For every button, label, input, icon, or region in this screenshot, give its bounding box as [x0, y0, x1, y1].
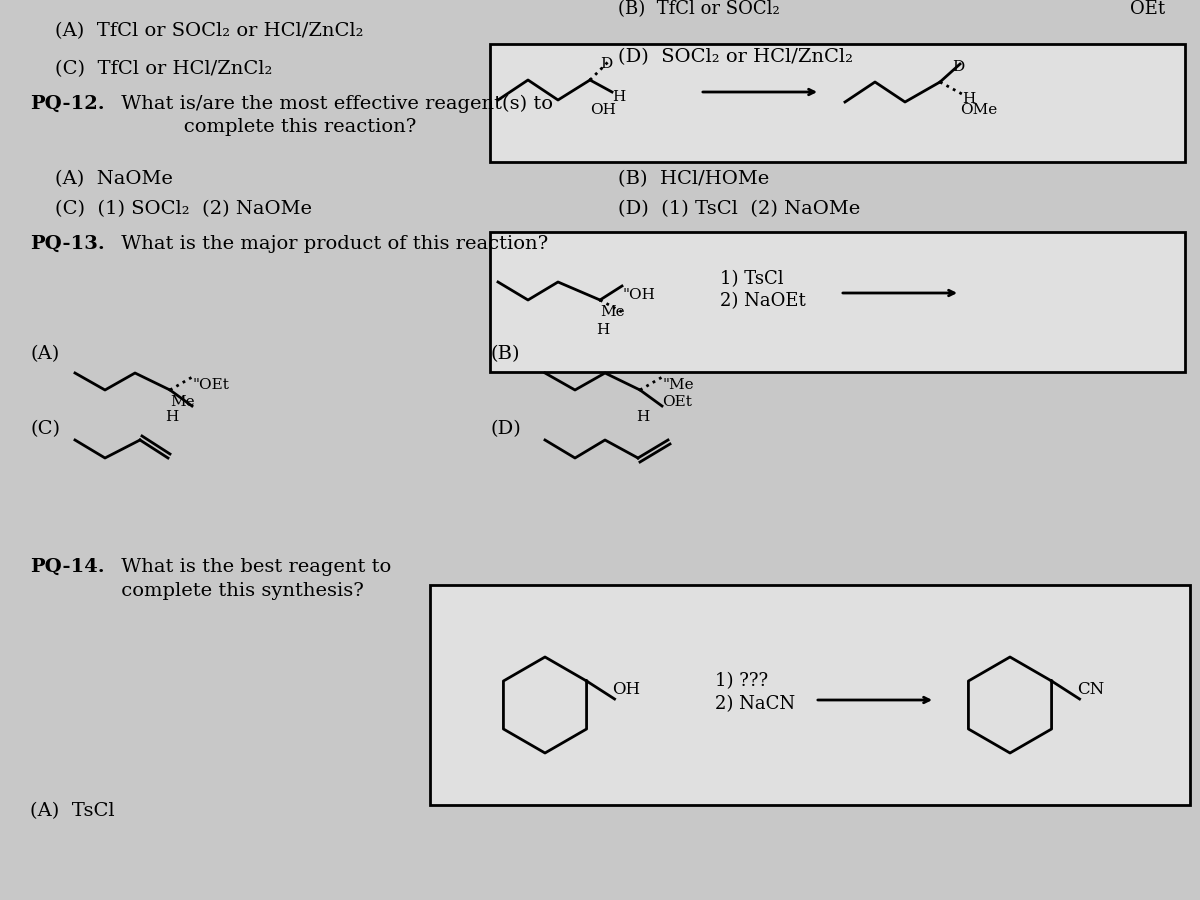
Text: (B)  HCl/HOMe: (B) HCl/HOMe — [618, 170, 769, 188]
Text: D: D — [600, 57, 612, 71]
Text: (D): (D) — [490, 420, 521, 438]
Text: H: H — [962, 92, 976, 106]
Text: What is/are the most effective reagent(s) to: What is/are the most effective reagent(s… — [115, 95, 553, 113]
Text: 2) NaCN: 2) NaCN — [715, 695, 796, 713]
Text: What is the major product of this reaction?: What is the major product of this reacti… — [115, 235, 548, 253]
Text: complete this reaction?: complete this reaction? — [115, 118, 416, 136]
Bar — [490, 44, 1186, 162]
Text: H: H — [166, 410, 179, 424]
Text: Me: Me — [170, 395, 194, 409]
Text: (B)  TfCl or SOCl₂: (B) TfCl or SOCl₂ — [618, 0, 780, 18]
Text: 1) ???: 1) ??? — [715, 672, 768, 690]
Text: (A): (A) — [30, 345, 59, 363]
Text: (A)  TfCl or SOCl₂ or HCl/ZnCl₂: (A) TfCl or SOCl₂ or HCl/ZnCl₂ — [55, 22, 364, 40]
Text: CN: CN — [1078, 680, 1105, 698]
Text: PQ-13.: PQ-13. — [30, 235, 104, 253]
Text: OH: OH — [590, 103, 616, 117]
Text: "OEt: "OEt — [192, 378, 229, 392]
Text: (A)  TsCl: (A) TsCl — [30, 802, 115, 820]
Text: OMe: OMe — [960, 103, 997, 117]
Text: "OH: "OH — [622, 288, 655, 302]
Text: complete this synthesis?: complete this synthesis? — [115, 582, 364, 600]
Text: PQ-14.: PQ-14. — [30, 558, 104, 576]
Text: H: H — [612, 90, 625, 104]
Text: OEt: OEt — [662, 395, 692, 409]
Text: H: H — [636, 410, 649, 424]
Text: (A)  NaOMe: (A) NaOMe — [55, 170, 173, 188]
Text: (C)  TfCl or HCl/ZnCl₂: (C) TfCl or HCl/ZnCl₂ — [55, 60, 272, 78]
Text: "Me: "Me — [662, 378, 694, 392]
Text: (C)  (1) SOCl₂  (2) NaOMe: (C) (1) SOCl₂ (2) NaOMe — [55, 200, 312, 218]
Text: OH: OH — [612, 680, 641, 698]
Text: OEt: OEt — [1130, 0, 1165, 18]
Text: (D)  SOCl₂ or HCl/ZnCl₂: (D) SOCl₂ or HCl/ZnCl₂ — [618, 48, 853, 66]
Text: (B): (B) — [490, 345, 520, 363]
Text: (D)  (1) TsCl  (2) NaOMe: (D) (1) TsCl (2) NaOMe — [618, 200, 860, 218]
Text: PQ-12.: PQ-12. — [30, 95, 104, 113]
Text: H: H — [596, 323, 610, 337]
Text: Me: Me — [600, 305, 625, 319]
Text: 1) TsCl: 1) TsCl — [720, 270, 784, 288]
Text: D: D — [952, 60, 965, 74]
Bar — [430, 585, 1190, 805]
Bar — [490, 232, 1186, 372]
Text: (C): (C) — [30, 420, 60, 438]
Text: 2) NaOEt: 2) NaOEt — [720, 292, 805, 310]
Text: What is the best reagent to: What is the best reagent to — [115, 558, 391, 576]
